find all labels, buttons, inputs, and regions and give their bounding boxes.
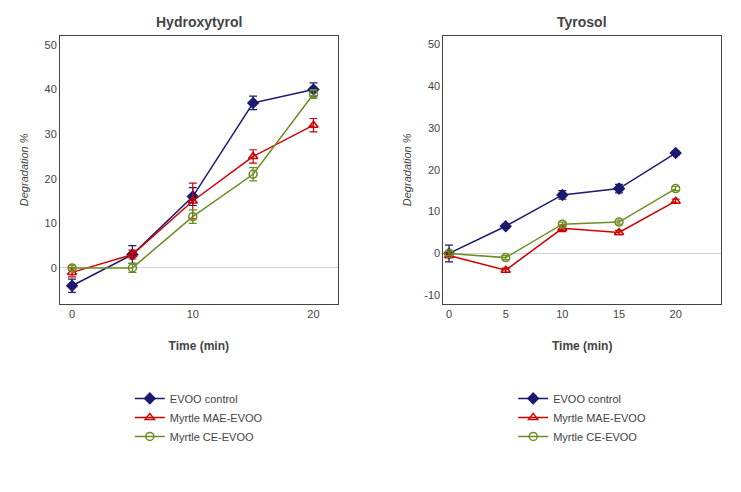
svg-text:Myrtle CE-EVOO: Myrtle CE-EVOO — [170, 431, 254, 443]
svg-text:40: 40 — [45, 83, 57, 95]
svg-text:Tyrosol: Tyrosol — [557, 14, 607, 30]
svg-text:10: 10 — [556, 308, 568, 320]
svg-text:50: 50 — [428, 38, 440, 50]
svg-text:30: 30 — [45, 128, 57, 140]
svg-text:10: 10 — [187, 308, 199, 320]
svg-text:0: 0 — [446, 308, 452, 320]
svg-text:20: 20 — [428, 164, 440, 176]
svg-text:Myrtle MAE-EVOO: Myrtle MAE-EVOO — [170, 412, 263, 424]
svg-text:0: 0 — [434, 247, 440, 259]
svg-text:20: 20 — [307, 308, 319, 320]
svg-text:20: 20 — [670, 308, 682, 320]
svg-text:Myrtle MAE-EVOO: Myrtle MAE-EVOO — [553, 412, 646, 424]
svg-text:10: 10 — [45, 217, 57, 229]
svg-text:Degradation %: Degradation % — [401, 133, 413, 206]
svg-text:30: 30 — [428, 122, 440, 134]
svg-text:Time (min): Time (min) — [552, 339, 612, 353]
svg-text:50: 50 — [45, 39, 57, 51]
svg-text:Time (min): Time (min) — [169, 339, 229, 353]
svg-text:5: 5 — [503, 308, 509, 320]
svg-text:Degradation %: Degradation % — [18, 133, 30, 206]
svg-text:20: 20 — [45, 173, 57, 185]
svg-text:0: 0 — [51, 262, 57, 274]
svg-text:0: 0 — [69, 308, 75, 320]
svg-text:10: 10 — [428, 205, 440, 217]
svg-text:40: 40 — [428, 80, 440, 92]
svg-text:Myrtle CE-EVOO: Myrtle CE-EVOO — [553, 431, 637, 443]
svg-text:EVOO control: EVOO control — [553, 393, 621, 405]
svg-text:15: 15 — [613, 308, 625, 320]
svg-text:EVOO control: EVOO control — [170, 393, 238, 405]
svg-text:Hydroxytyrol: Hydroxytyrol — [156, 14, 242, 30]
svg-text:-10: -10 — [424, 289, 440, 301]
